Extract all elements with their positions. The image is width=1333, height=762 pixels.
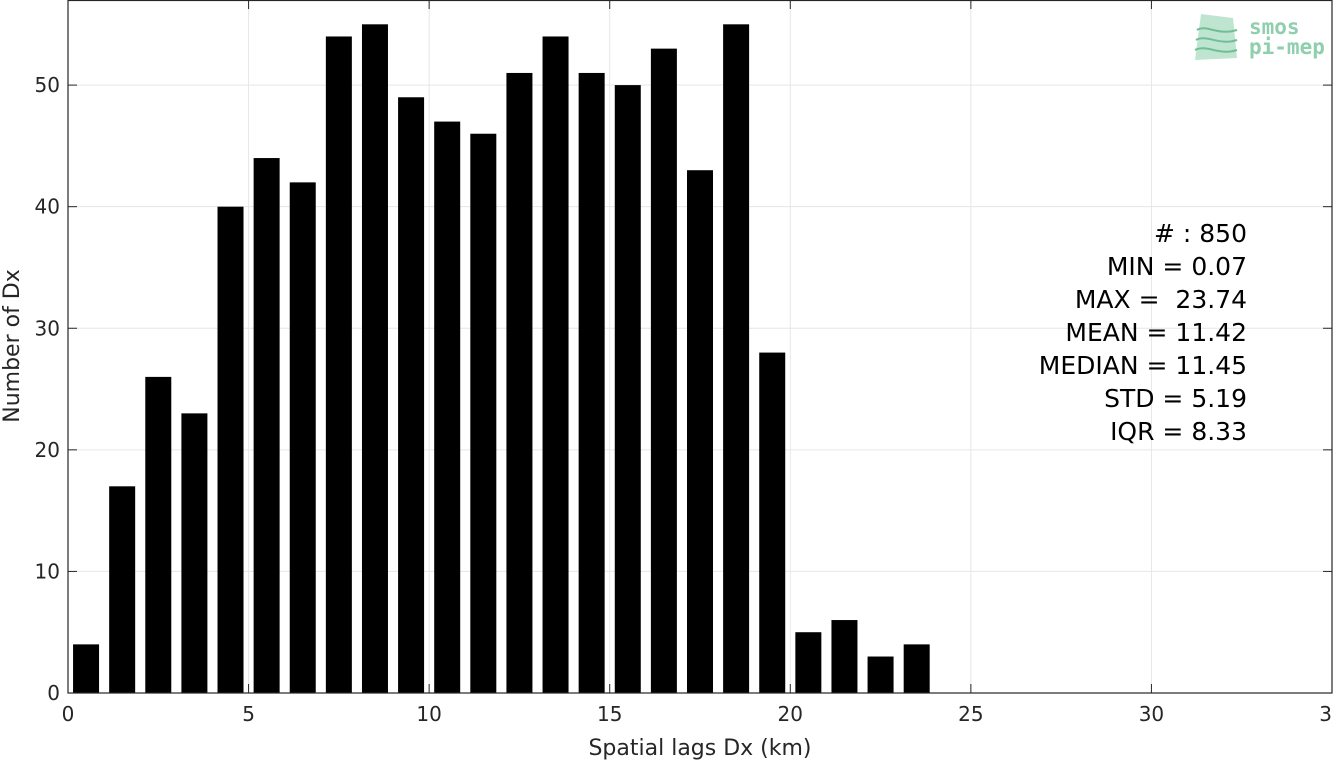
stat-line-3: MEAN = 11.42 (1065, 318, 1247, 347)
bar-18 (723, 24, 750, 693)
x-tick-label-1: 5 (242, 702, 255, 726)
x-tick-label-2: 10 (416, 702, 441, 726)
stat-line-1: MIN = 0.07 (1107, 252, 1247, 281)
plot-frame (67, 0, 1333, 694)
logo-wave-lines (1194, 27, 1238, 53)
bar-14 (578, 72, 605, 693)
y-tick-label-5: 50 (35, 73, 60, 97)
y-axis-ticks: 0 10 20 30 40 50 (35, 73, 1332, 705)
bar-0 (73, 644, 100, 693)
bar-22 (867, 656, 894, 693)
x-tick-label-3: 15 (597, 702, 622, 726)
stat-line-0: # : 850 (1154, 219, 1247, 248)
x-tick-label-4: 20 (778, 702, 803, 726)
bar-17 (686, 170, 714, 694)
x-tick-label-5: 25 (958, 702, 983, 726)
y-tick-label-2: 20 (35, 438, 60, 462)
bar-21 (831, 620, 858, 693)
logo-text-smos: smos (1249, 15, 1300, 39)
logo-wave-shape (1195, 14, 1237, 60)
y-tick-label-1: 10 (35, 559, 60, 583)
bar-13 (542, 36, 569, 693)
x-axis-label: Spatial lags Dx (km) (588, 736, 811, 761)
stat-line-4: MEDIAN = 11.45 (1039, 351, 1247, 380)
bar-10 (434, 121, 461, 693)
bar-3 (181, 413, 208, 693)
bar-4 (217, 206, 244, 693)
bar-2 (145, 376, 172, 693)
bar-6 (289, 182, 316, 694)
bar-23 (903, 644, 930, 693)
bar-8 (361, 24, 388, 693)
logo-text-pimep: pi-mep (1249, 35, 1325, 59)
stat-line-5: STD = 5.19 (1104, 384, 1247, 413)
bar-12 (506, 72, 533, 693)
statistics-annotation: # : 850 MIN = 0.07 MAX = 23.74 MEAN = 11.42… (1039, 219, 1247, 446)
x-tick-label-6: 30 (1139, 702, 1164, 726)
x-tick-label-0: 0 (62, 702, 75, 726)
bar-11 (470, 133, 497, 694)
y-axis-label: Number of Dx (0, 269, 25, 423)
x-axis-ticks: 0 5 10 15 20 25 30 35 (62, 0, 1333, 726)
bar-20 (795, 632, 822, 693)
bar-9 (398, 97, 425, 693)
stat-line-2: MAX = 23.74 (1075, 285, 1247, 314)
x-tick-label-7: 35 (1319, 702, 1333, 726)
y-tick-label-3: 30 (35, 316, 60, 340)
bar-1 (109, 486, 136, 693)
bar-16 (650, 48, 677, 693)
smos-pimep-logo: smos pi-mep (1194, 14, 1325, 60)
bar-19 (759, 352, 786, 693)
y-tick-label-0: 0 (47, 681, 60, 705)
y-tick-label-4: 40 (35, 195, 60, 219)
bar-15 (614, 85, 641, 693)
bar-7 (325, 36, 352, 693)
bars-group (73, 24, 930, 694)
stat-line-6: IQR = 8.33 (1110, 417, 1247, 446)
bar-5 (253, 158, 280, 694)
